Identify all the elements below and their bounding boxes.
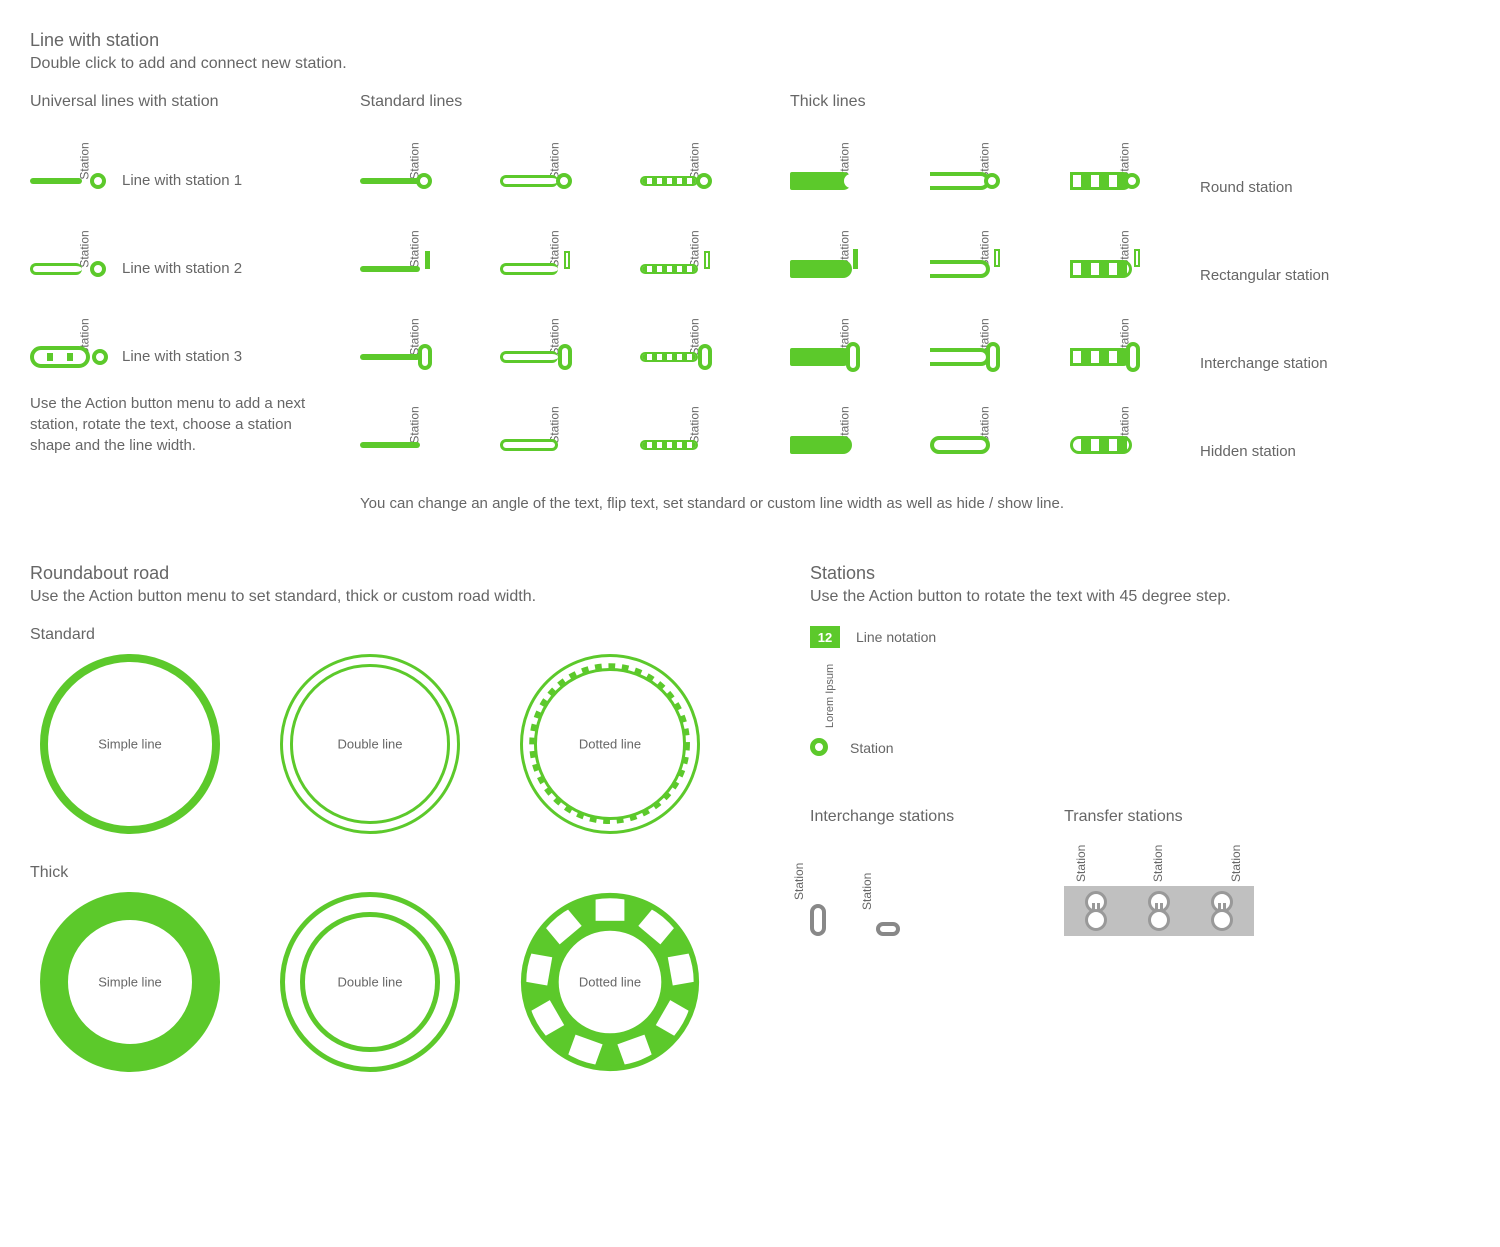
line-notation-row[interactable]: 12 Line notation — [810, 626, 1470, 648]
std-single-rect[interactable]: Station — [360, 221, 480, 291]
std-single-round[interactable]: Station — [360, 133, 480, 203]
ra-label: Double line — [337, 975, 402, 990]
row-label-round: Round station — [1200, 179, 1293, 196]
std-dashed-hidden[interactable]: Station — [640, 397, 760, 467]
stations-title: Stations — [810, 563, 1470, 584]
ra-label: Dotted line — [579, 975, 641, 990]
thick-dashed-round[interactable]: Station — [1070, 133, 1190, 203]
std-dashed-round[interactable]: Station — [640, 133, 760, 203]
col-header-universal: Universal lines with station — [30, 93, 219, 111]
std-double-hidden[interactable]: Station — [500, 397, 620, 467]
stations-section: Stations Use the Action button to rotate… — [810, 563, 1470, 1072]
station-label: Station — [1229, 845, 1243, 882]
thick-hollow-rect[interactable]: Station — [930, 221, 1050, 291]
thick-dashed-hidden[interactable]: Station — [1070, 397, 1190, 467]
interchange-title: Interchange stations — [810, 808, 954, 826]
ra-group-std: Standard — [30, 626, 750, 644]
transfer-station-icon — [1149, 891, 1169, 931]
interchange-sample-2[interactable]: Station — [876, 922, 900, 936]
universal-label-2: Line with station 2 — [122, 260, 242, 277]
transfer-block: Transfer stations Station Station Statio… — [1064, 808, 1183, 936]
row-label-hidden: Hidden station — [1200, 443, 1296, 460]
ra-std-dotted[interactable]: Dotted line — [510, 654, 710, 834]
ra-label: Simple line — [98, 975, 162, 990]
universal-note: Use the Action button menu to add a next… — [30, 393, 320, 456]
interchange-block: Interchange stations Station Station — [810, 808, 954, 936]
station-label: Station — [792, 863, 806, 900]
std-single-hidden[interactable]: Station — [360, 397, 480, 467]
line-notation-badge: 12 — [810, 626, 840, 648]
std-double-interchange[interactable]: Station — [500, 309, 620, 379]
interchange-sample-1[interactable]: Station — [810, 904, 826, 936]
station-label-text: Station — [850, 740, 894, 756]
roundabout-section: Roundabout road Use the Action button me… — [30, 563, 750, 1072]
row-label-interchange: Interchange station — [1200, 355, 1328, 372]
lines-grid: Universal lines with station Standard li… — [30, 93, 1470, 523]
transfer-station-icon — [1212, 891, 1232, 931]
std-single-interchange[interactable]: Station — [360, 309, 480, 379]
ra-thick-dotted[interactable]: Dotted line — [510, 892, 710, 1072]
line-with-station-section: Line with station Double click to add an… — [30, 30, 1470, 523]
ra-label: Simple line — [98, 737, 162, 752]
ra-label: Double line — [337, 737, 402, 752]
thick-hollow-round[interactable]: Station — [930, 133, 1050, 203]
ra-std-double[interactable]: Double line — [270, 654, 470, 834]
roundabout-title: Roundabout road — [30, 563, 750, 584]
universal-swatch-3[interactable]: Station Line with station 3 — [30, 309, 310, 379]
ra-label: Dotted line — [579, 737, 641, 752]
section-subtitle: Double click to add and connect new stat… — [30, 55, 1470, 73]
thick-solid-rect[interactable]: Station — [790, 221, 910, 291]
ra-group-thick: Thick — [30, 864, 750, 882]
stations-subtitle: Use the Action button to rotate the text… — [810, 588, 1470, 606]
thick-dashed-interchange[interactable]: Station — [1070, 309, 1190, 379]
std-dashed-rect[interactable]: Station — [640, 221, 760, 291]
thick-hollow-interchange[interactable]: Station — [930, 309, 1050, 379]
thick-solid-round[interactable]: Station — [790, 133, 910, 203]
station-label: Station — [860, 873, 874, 910]
universal-label-3: Line with station 3 — [122, 348, 242, 365]
ra-thick-double[interactable]: Double line — [270, 892, 470, 1072]
transfer-station-icon — [1086, 891, 1106, 931]
universal-label-1: Line with station 1 — [122, 172, 242, 189]
thick-hollow-hidden[interactable]: Station — [930, 397, 1050, 467]
transfer-bar[interactable] — [1064, 886, 1254, 936]
std-double-rect[interactable]: Station — [500, 221, 620, 291]
station-label: Station — [1074, 845, 1088, 882]
std-double-round[interactable]: Station — [500, 133, 620, 203]
station-icon — [810, 738, 828, 756]
std-dashed-interchange[interactable]: Station — [640, 309, 760, 379]
section-title: Line with station — [30, 30, 1470, 51]
universal-swatch-2[interactable]: Station Line with station 2 — [30, 221, 310, 291]
col-header-thick: Thick lines — [790, 93, 866, 111]
row-label-rect: Rectangular station — [1200, 267, 1329, 284]
thick-solid-hidden[interactable]: Station — [790, 397, 910, 467]
col-header-standard: Standard lines — [360, 93, 462, 111]
universal-swatch-1[interactable]: Station Line with station 1 — [30, 133, 310, 203]
station-sample[interactable]: Lorem Ipsum Station — [810, 668, 1470, 768]
ra-thick-simple[interactable]: Simple line — [30, 892, 230, 1072]
transfer-title: Transfer stations — [1064, 808, 1183, 826]
lorem-label: Lorem Ipsum — [824, 664, 836, 728]
bottom-note: You can change an angle of the text, fli… — [360, 493, 1260, 514]
station-label: Station — [1151, 845, 1165, 882]
roundabout-subtitle: Use the Action button menu to set standa… — [30, 588, 750, 606]
ra-std-simple[interactable]: Simple line — [30, 654, 230, 834]
thick-dashed-rect[interactable]: Station — [1070, 221, 1190, 291]
thick-solid-interchange[interactable]: Station — [790, 309, 910, 379]
line-notation-label: Line notation — [856, 629, 936, 645]
